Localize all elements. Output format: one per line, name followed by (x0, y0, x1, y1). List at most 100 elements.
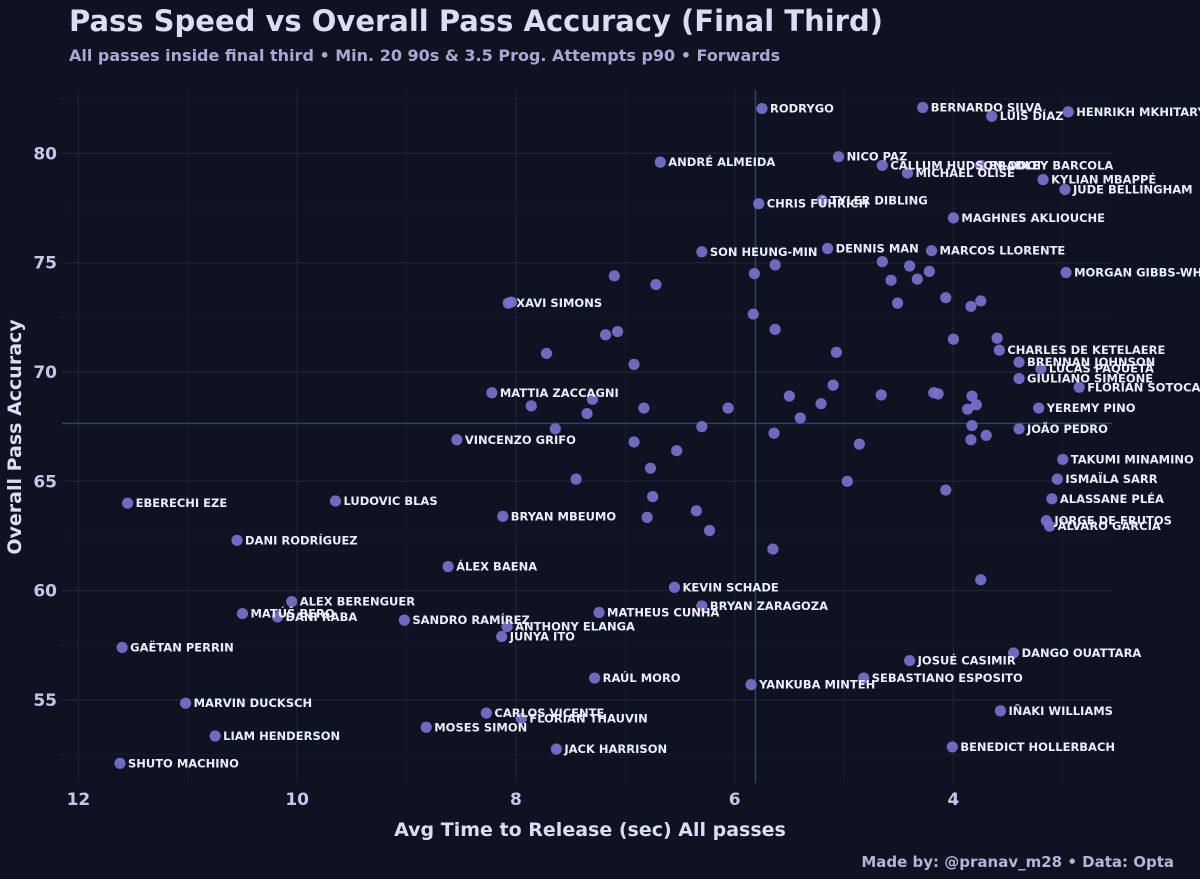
data-point (858, 672, 870, 684)
data-point (853, 438, 865, 450)
data-point (1046, 493, 1058, 505)
grid-major (62, 90, 1112, 783)
point-label: MATHEUS CUNHA (607, 605, 719, 619)
data-point (114, 757, 126, 769)
data-point (830, 346, 842, 358)
y-tick-labels: 55 60 65 70 75 80 (33, 144, 57, 711)
point-label: GIULIANO SIMEONE (1027, 372, 1153, 386)
point-label: JOSUÉ CASIMIR (917, 653, 1016, 668)
point-label: MICHAEL OLISE (915, 166, 1015, 180)
point-label: YANKUBA MINTEH (758, 678, 875, 692)
data-point (654, 156, 666, 168)
data-point (209, 730, 221, 742)
data-point (769, 323, 781, 335)
point-label: JACK HARRISON (563, 742, 667, 756)
data-point (965, 434, 977, 446)
data-point (628, 358, 640, 370)
chart-title: Pass Speed vs Overall Pass Accuracy (Fin… (69, 4, 883, 38)
data-point (570, 473, 582, 485)
data-point (816, 194, 828, 206)
point-label: MARVIN DUCKSCH (194, 696, 313, 710)
credit-text: Made by: @pranav_m28 • Data: Opta (861, 853, 1174, 871)
point-label: DANI RABA (285, 610, 357, 624)
data-point (991, 332, 1003, 344)
data-point (1044, 520, 1056, 532)
data-point (703, 524, 716, 537)
x-tick-label: 10 (285, 790, 309, 810)
data-point (980, 429, 992, 442)
data-point (966, 419, 978, 432)
data-point (179, 697, 192, 709)
y-tick-label: 55 (33, 691, 57, 711)
data-point (925, 245, 938, 257)
data-point (671, 445, 683, 457)
data-point (1057, 453, 1069, 466)
point-label: ANDRÉ ALMEIDA (668, 154, 775, 169)
data-point (1013, 356, 1025, 368)
data-point (966, 390, 978, 402)
data-point (904, 260, 916, 272)
data-point (586, 393, 599, 405)
point-label: NICO PAZ (847, 150, 908, 164)
data-point (505, 296, 518, 308)
y-tick-label: 60 (33, 582, 57, 602)
data-point (875, 389, 887, 401)
point-label: MATÚŠ BERO (250, 606, 334, 621)
point-label: KEVIN SCHADE (683, 580, 779, 594)
point-label: BRENNAN JOHNSON (1027, 355, 1155, 369)
point-label: LUDOVIC BLAS (343, 494, 437, 508)
data-point (628, 436, 640, 448)
data-point (398, 614, 410, 626)
data-point (946, 741, 958, 753)
point-label: MORGAN GIBBS-WHITE (1074, 266, 1200, 280)
data-point (480, 707, 492, 719)
x-tick-label: 12 (67, 790, 91, 810)
data-points (114, 101, 1085, 769)
point-label: BRYAN MBEUMO (511, 509, 617, 523)
data-point (549, 423, 561, 435)
data-point (783, 390, 795, 402)
data-point (911, 273, 923, 285)
point-label: FLORIAN SOTOCA (1087, 380, 1200, 394)
point-label: CALLUM HUDSON-ODOI (890, 158, 1041, 172)
point-label: RODRYGO (770, 102, 834, 116)
point-label: SHUTO MACHINO (128, 756, 239, 770)
data-point (271, 611, 284, 623)
data-point (612, 325, 624, 338)
data-point (1033, 402, 1045, 414)
data-point (753, 198, 765, 210)
data-point (876, 256, 888, 268)
data-point (515, 712, 527, 725)
data-point (901, 167, 914, 179)
data-point (496, 630, 508, 643)
point-label: CHARLES DE KETELAERE (1007, 343, 1165, 357)
point-label: RAÚL MORO (603, 670, 681, 685)
point-label: DENNIS MAN (836, 241, 919, 255)
point-label: ÁLEX BAENA (456, 559, 537, 574)
point-label: ÁLVARO GARCÍA (1058, 518, 1161, 533)
point-label: XAVI SIMONS (516, 296, 602, 310)
data-point (748, 268, 760, 280)
data-point (885, 274, 897, 286)
point-label: LUCAS PAQUETÁ (1049, 361, 1154, 376)
data-point (690, 505, 702, 517)
data-point (650, 278, 662, 291)
data-point (116, 641, 128, 654)
point-label: SON HEUNG-MIN (710, 245, 818, 259)
point-label: MOSES SIMON (434, 720, 527, 734)
data-point (986, 110, 998, 122)
data-point (975, 574, 987, 586)
data-point (696, 600, 708, 612)
data-point (892, 297, 904, 309)
data-point (593, 606, 605, 619)
data-point (550, 743, 562, 755)
data-point (841, 475, 853, 487)
data-point (540, 347, 553, 360)
data-point (947, 212, 960, 224)
point-label: BERNARDO SILVA (931, 100, 1043, 114)
data-point (420, 721, 432, 733)
data-point (975, 159, 987, 172)
point-label: BRADLEY BARCOLA (989, 158, 1114, 172)
point-label: ANTHONY ELANGA (515, 620, 635, 634)
